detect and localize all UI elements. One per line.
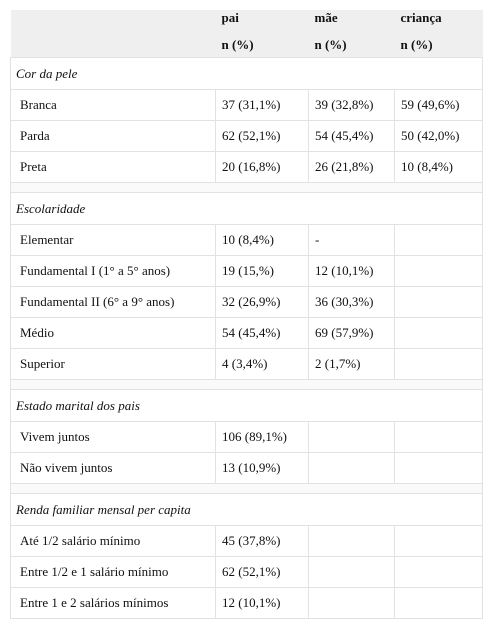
row-label: Médio (10, 317, 216, 349)
value-cell: 20 (16,8%) (215, 151, 309, 183)
spacer-row (10, 483, 483, 494)
section-title: Estado marital dos pais (10, 389, 483, 422)
column-header: criança (394, 10, 483, 32)
value-cell: 36 (30,3%) (308, 286, 395, 318)
value-cell: 69 (57,9%) (308, 317, 395, 349)
data-row: Branca 37 (31,1%) 39 (32,8%) 59 (49,6%) (10, 89, 483, 121)
data-row: Entre 1/2 e 1 salário mínimo 62 (52,1%) (10, 556, 483, 588)
header-cell (10, 10, 216, 32)
value-cell: 26 (21,8%) (308, 151, 395, 183)
section-title: Cor da pele (10, 57, 483, 90)
column-header: pai (215, 10, 309, 32)
value-cell: 59 (49,6%) (394, 89, 483, 121)
data-row: Vivem juntos 106 (89,1%) (10, 421, 483, 453)
value-cell: 32 (26,9%) (215, 286, 309, 318)
value-cell (308, 421, 395, 453)
spacer (10, 182, 483, 193)
value-cell (394, 421, 483, 453)
value-cell: 54 (45,4%) (308, 120, 395, 152)
row-label: Até 1/2 salário mínimo (10, 525, 216, 557)
column-unit: n (%) (308, 32, 395, 58)
row-label: Branca (10, 89, 216, 121)
spacer-row (10, 182, 483, 193)
data-table: pai mãe criança n (%) n (%) n (%) Cor da pele B… (10, 10, 483, 619)
value-cell (308, 452, 395, 484)
row-label: Parda (10, 120, 216, 152)
column-unit: n (%) (394, 32, 483, 58)
value-cell (394, 348, 483, 380)
value-cell: 10 (8,4%) (394, 151, 483, 183)
section-row: Cor da pele (10, 57, 483, 90)
section-title: Escolaridade (10, 192, 483, 225)
data-row: Até 1/2 salário mínimo 45 (37,8%) (10, 525, 483, 557)
value-cell: 54 (45,4%) (215, 317, 309, 349)
row-label: Entre 1/2 e 1 salário mínimo (10, 556, 216, 588)
value-cell: 13 (10,9%) (215, 452, 309, 484)
spacer (10, 379, 483, 390)
value-cell (394, 255, 483, 287)
data-row: Fundamental I (1° a 5° anos) 19 (15,%) 12 … (10, 255, 483, 287)
data-row: Preta 20 (16,8%) 26 (21,8%) 10 (8,4%) (10, 151, 483, 183)
value-cell (394, 556, 483, 588)
row-label: Preta (10, 151, 216, 183)
spacer (10, 483, 483, 494)
value-cell (308, 525, 395, 557)
value-cell: 2 (1,7%) (308, 348, 395, 380)
value-cell: 19 (15,%) (215, 255, 309, 287)
value-cell: 37 (31,1%) (215, 89, 309, 121)
data-row: Elementar 10 (8,4%) - (10, 224, 483, 256)
value-cell: - (308, 224, 395, 256)
value-cell: 12 (10,1%) (308, 255, 395, 287)
row-label: Entre 1 e 2 salários mínimos (10, 587, 216, 619)
row-label: Superior (10, 348, 216, 380)
column-unit: n (%) (215, 32, 309, 58)
value-cell: 45 (37,8%) (215, 525, 309, 557)
data-row: Superior 4 (3,4%) 2 (1,7%) (10, 348, 483, 380)
data-row: Médio 54 (45,4%) 69 (57,9%) (10, 317, 483, 349)
data-row: Fundamental II (6° a 9° anos) 32 (26,9%) 3… (10, 286, 483, 318)
section-title: Renda familiar mensal per capita (10, 493, 483, 526)
data-row: Entre 1 e 2 salários mínimos 12 (10,1%) (10, 587, 483, 619)
row-label: Fundamental I (1° a 5° anos) (10, 255, 216, 287)
row-label: Elementar (10, 224, 216, 256)
value-cell: 4 (3,4%) (215, 348, 309, 380)
header-row: pai mãe criança (10, 10, 483, 32)
data-row: Não vivem juntos 13 (10,9%) (10, 452, 483, 484)
value-cell (394, 587, 483, 619)
column-header: mãe (308, 10, 395, 32)
value-cell: 62 (52,1%) (215, 120, 309, 152)
value-cell (394, 286, 483, 318)
section-row: Estado marital dos pais (10, 389, 483, 422)
value-cell: 10 (8,4%) (215, 224, 309, 256)
value-cell (394, 317, 483, 349)
row-label: Não vivem juntos (10, 452, 216, 484)
value-cell: 62 (52,1%) (215, 556, 309, 588)
value-cell (308, 587, 395, 619)
value-cell (394, 224, 483, 256)
section-row: Renda familiar mensal per capita (10, 493, 483, 526)
spacer-row (10, 379, 483, 390)
value-cell: 50 (42,0%) (394, 120, 483, 152)
section-row: Escolaridade (10, 192, 483, 225)
header-cell (10, 32, 216, 58)
row-label: Fundamental II (6° a 9° anos) (10, 286, 216, 318)
value-cell: 106 (89,1%) (215, 421, 309, 453)
value-cell (394, 452, 483, 484)
value-cell: 39 (32,8%) (308, 89, 395, 121)
row-label: Vivem juntos (10, 421, 216, 453)
value-cell: 12 (10,1%) (215, 587, 309, 619)
value-cell (394, 525, 483, 557)
value-cell (308, 556, 395, 588)
data-row: Parda 62 (52,1%) 54 (45,4%) 50 (42,0%) (10, 120, 483, 152)
header-row: n (%) n (%) n (%) (10, 32, 483, 58)
